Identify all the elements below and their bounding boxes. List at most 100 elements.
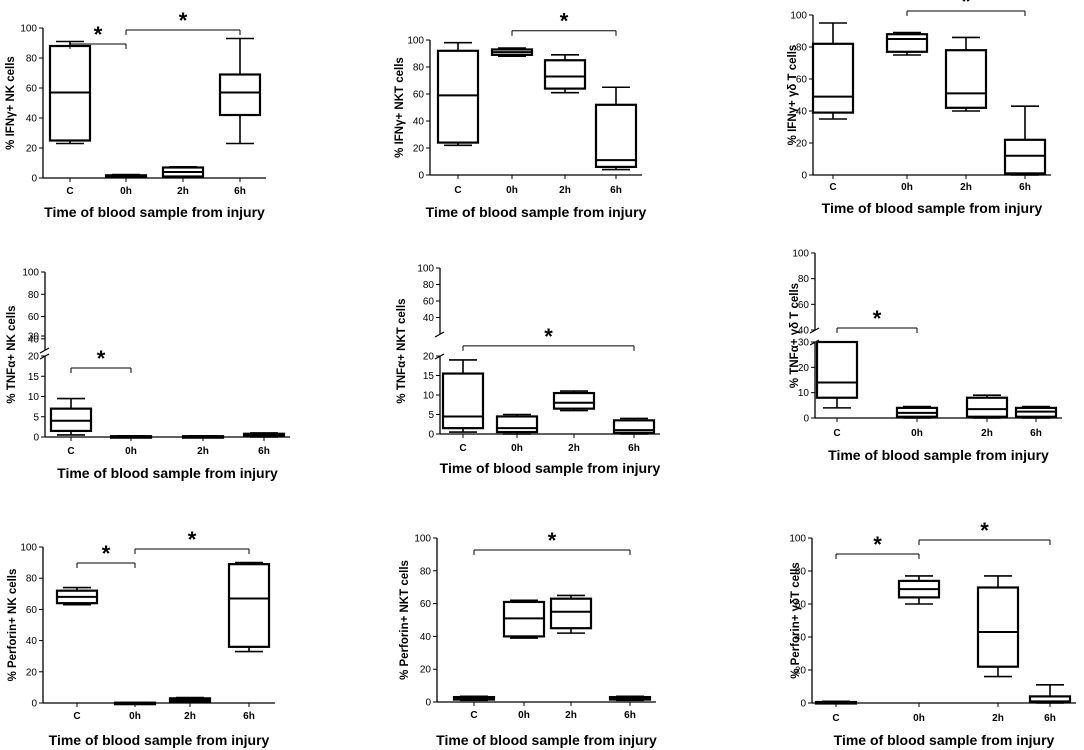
- panel-5-y-tick-label: 15: [423, 371, 435, 382]
- panel-1-box-6h: [218, 73, 262, 117]
- panel-5-y-tick-label: 10: [423, 391, 435, 402]
- panel-2-y-tick-label: 40: [413, 117, 425, 128]
- panel-2-y-tick-label: 0: [418, 171, 424, 182]
- panel-9-significance-star: *: [980, 518, 989, 543]
- panel-3-x-axis-label: Time of blood sample from injury: [822, 200, 1043, 216]
- panel-6-x-tick-label: 0h: [911, 428, 923, 439]
- panel-3-x-tick-label: C: [829, 182, 836, 193]
- panel-6-y-tick-label: 60: [798, 300, 810, 311]
- panel-7-significance-star: *: [188, 527, 197, 552]
- panel-6-x-tick-label: 2h: [981, 428, 993, 439]
- panel-8-x-axis-label: Time of blood sample from injury: [436, 732, 657, 748]
- panel-8-y-tick-label: 0: [425, 698, 431, 709]
- panel-8-significance-star: *: [548, 528, 557, 553]
- panel-8-y-tick-label: 40: [420, 632, 432, 643]
- panel-8-y-tick-label: 100: [414, 534, 431, 545]
- panel-7-x-tick-label: C: [73, 711, 80, 722]
- panel-5-y-tick-label: 20: [423, 352, 435, 363]
- panel-4-y-tick-label: 40: [28, 334, 40, 345]
- panel-3-box-C: [811, 42, 855, 114]
- panel-9-y-axis-label: % Perforin+ γδT cells: [790, 562, 802, 679]
- panel-8-box-2h: [549, 597, 593, 630]
- panel-2-significance-star: *: [560, 9, 569, 34]
- panel-3-y-tick-label: 0: [801, 171, 807, 182]
- panel-6-x-axis-label: Time of blood sample from injury: [828, 447, 1049, 463]
- panel-9-significance-star: *: [873, 532, 882, 557]
- panel-2-y-tick-label: 100: [407, 36, 424, 47]
- panel-7-x-tick-label: 0h: [129, 711, 141, 722]
- panel-5-box-C: [441, 372, 485, 430]
- panel-4-x-tick-label: 0h: [125, 446, 137, 457]
- panel-7-x-axis-label: Time of blood sample from injury: [49, 732, 270, 748]
- panel-2-y-tick-label: 60: [413, 90, 425, 101]
- panel-8-x-tick-label: C: [470, 710, 477, 721]
- panel-2-box-6h: [594, 103, 638, 169]
- panel-8-y-tick-label: 60: [420, 599, 432, 610]
- panel-5-x-axis-label: Time of blood sample from injury: [440, 460, 661, 476]
- panel-4-y-tick-label: 60: [28, 312, 40, 323]
- panel-4-x-axis-label: Time of blood sample from injury: [57, 465, 278, 481]
- panel-4-y-tick-label: 80: [28, 290, 40, 301]
- panel-1-y-tick-label: 80: [26, 54, 38, 65]
- panel-6-y-tick-label: 40: [798, 326, 810, 337]
- panel-7-x-tick-label: 6h: [243, 711, 255, 722]
- panel-3-y-tick-label: 40: [796, 107, 808, 118]
- panel-6-y-tick-label: 10: [798, 388, 810, 399]
- panel-7-y-tick-label: 40: [26, 636, 38, 647]
- panel-9-y-tick-label: 0: [800, 699, 806, 710]
- panel-2-x-axis-label: Time of blood sample from injury: [426, 204, 647, 220]
- panel-8-x-tick-label: 6h: [624, 710, 636, 721]
- panel-8-y-axis-label: % Perforin+ NKT cells: [399, 560, 411, 680]
- panel-1-x-tick-label: C: [66, 186, 73, 197]
- panel-9-x-tick-label: C: [832, 713, 839, 724]
- panel-4-x-tick-label: C: [67, 446, 74, 457]
- panel-8-x-tick-label: 0h: [518, 710, 530, 721]
- panel-7-box-6h: [227, 563, 271, 648]
- panel-5-box-2h: [552, 391, 596, 410]
- panel-7-y-tick-label: 60: [26, 605, 38, 616]
- panel-7-significance-star: *: [102, 541, 111, 566]
- panel-4-x-tick-label: 6h: [258, 446, 270, 457]
- panel-3-significance-star: *: [962, 0, 971, 14]
- panel-7-x-tick-label: 2h: [184, 711, 196, 722]
- panel-6-y-tick-label: 100: [792, 249, 809, 260]
- panel-9-y-tick-label: 100: [789, 534, 806, 545]
- panel-1-y-tick-label: 100: [20, 24, 37, 35]
- panel-6-x-tick-label: C: [833, 428, 840, 439]
- panel-7-y-tick-label: 0: [31, 699, 37, 710]
- panel-1-x-tick-label: 6h: [234, 186, 246, 197]
- panel-8-y-tick-label: 80: [420, 566, 432, 577]
- panel-5-box-6h: [612, 419, 656, 434]
- panel-3-y-tick-label: 80: [796, 43, 808, 54]
- panel-1-y-tick-label: 60: [26, 84, 38, 95]
- panel-2-box-C: [436, 49, 480, 144]
- panel-1-x-tick-label: 0h: [120, 186, 132, 197]
- panel-1-x-axis-label: Time of blood sample from injury: [44, 204, 265, 220]
- panel-3-box-0h: [885, 33, 929, 53]
- panel-4-axis-break-mark: [39, 347, 50, 354]
- panel-3-x-tick-label: 6h: [1019, 182, 1031, 193]
- panel-2-x-tick-label: C: [454, 185, 461, 196]
- panel-6-significance-star: *: [873, 306, 882, 331]
- panel-3-y-tick-label: 100: [790, 11, 807, 22]
- panel-2-y-tick-label: 80: [413, 63, 425, 74]
- panel-4-y-tick-label: 5: [33, 412, 39, 423]
- panel-2-x-tick-label: 0h: [506, 185, 518, 196]
- panel-2-x-tick-label: 6h: [610, 185, 622, 196]
- panel-5-y-tick-label: 5: [428, 410, 434, 421]
- panel-4-x-tick-label: 2h: [197, 446, 209, 457]
- panel-3-y-tick-label: 60: [796, 75, 808, 86]
- panel-8-y-tick-label: 20: [420, 665, 432, 676]
- panel-4-y-tick-label: 100: [22, 268, 39, 279]
- panel-1-significance-star: *: [179, 8, 188, 33]
- panel-5-y-tick-label: 80: [423, 280, 435, 291]
- panel-6-y-tick-label: 80: [798, 274, 810, 285]
- panel-5-x-tick-label: 0h: [511, 443, 523, 454]
- panel-9-y-tick-label: 60: [795, 600, 807, 611]
- panel-5-significance-star: *: [544, 324, 553, 349]
- panel-3-box-2h: [944, 49, 988, 109]
- panel-9-y-tick-label: 20: [795, 666, 807, 677]
- panel-6-y-tick-label: 0: [803, 414, 809, 425]
- panel-6-box-C: [815, 340, 859, 399]
